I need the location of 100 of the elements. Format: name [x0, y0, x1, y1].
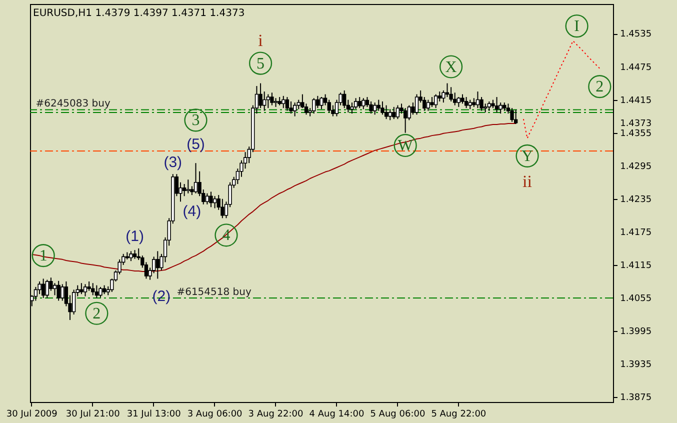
candlestick	[205, 192, 210, 205]
candlestick	[380, 100, 384, 116]
y-tick-label: 1.4355	[620, 128, 652, 139]
annotation: (3)	[164, 154, 182, 172]
y-tick-label: 1.4373	[620, 118, 652, 129]
candlestick	[388, 108, 392, 121]
x-tick-label: 30 Jul 2009	[6, 410, 58, 420]
candlestick	[91, 282, 95, 296]
y-tick-label: 1.4415	[620, 96, 652, 106]
annotation: i	[258, 30, 264, 50]
candlestick	[262, 91, 266, 112]
candlestick	[156, 250, 160, 280]
candlestick	[414, 94, 419, 116]
candlestick	[316, 95, 320, 109]
annotation: (4)	[182, 203, 202, 220]
candlestick	[60, 284, 64, 302]
candlestick	[98, 286, 102, 298]
candlestick	[285, 96, 290, 112]
annotation: 3	[192, 112, 200, 130]
x-tick-label: 3 Aug 06:00	[187, 410, 243, 420]
candlestick	[129, 250, 133, 262]
annotation: W	[398, 137, 414, 154]
annotation: 2	[92, 305, 101, 322]
candlestick	[514, 109, 518, 125]
y-tick-label: 1.4295	[620, 162, 652, 172]
candlestick	[510, 108, 514, 122]
candlestick	[487, 100, 491, 112]
candlestick	[182, 184, 186, 197]
candlestick	[449, 86, 453, 102]
candlestick	[94, 284, 99, 298]
candlestick	[45, 279, 49, 298]
candlestick	[80, 282, 84, 295]
candlestick	[194, 162, 198, 194]
annotation: (5)	[186, 136, 205, 154]
candlestick	[362, 98, 366, 110]
candlestick	[282, 95, 286, 109]
annotation: (1)	[126, 228, 144, 245]
candlestick	[266, 94, 270, 109]
candlestick	[83, 284, 88, 297]
candlestick	[209, 191, 213, 208]
candlestick	[369, 100, 373, 114]
candlestick	[373, 102, 377, 116]
y-tick-label: 1.3995	[620, 326, 652, 337]
y-tick-label: 1.4115	[620, 260, 652, 271]
candlestick	[42, 278, 46, 298]
x-tick-label: 5 Aug 06:00	[370, 410, 426, 420]
candlestick	[258, 82, 262, 109]
annotation: ii	[522, 172, 532, 191]
x-tick-label: 3 Aug 22:00	[248, 410, 304, 420]
candlestick	[289, 100, 293, 114]
candlestick	[434, 94, 438, 109]
candlestick	[456, 96, 461, 108]
candlestick	[464, 96, 468, 109]
candlestick	[404, 108, 408, 134]
candlestick	[396, 104, 400, 120]
annotation: I	[574, 18, 580, 36]
y-tick-label: 1.4535	[620, 30, 652, 40]
candlestick	[476, 91, 480, 109]
candlestick	[87, 280, 91, 292]
candlestick	[392, 106, 396, 120]
ref-line-label: #6154518 buy	[176, 286, 252, 298]
candlestick	[430, 96, 434, 108]
candlestick	[494, 96, 499, 113]
candlestick	[49, 277, 53, 292]
candlestick	[384, 104, 388, 120]
y-tick-label: 1.4475	[620, 62, 652, 73]
x-tick-label: 5 Aug 22:00	[431, 410, 486, 420]
candlestick	[293, 102, 297, 117]
candlestick	[354, 98, 358, 110]
candlestick	[426, 99, 430, 112]
candlestick	[212, 196, 217, 209]
annotation: 5	[256, 55, 265, 72]
candlestick	[438, 91, 442, 102]
y-tick-label: 1.4175	[620, 228, 652, 238]
candlestick	[186, 179, 190, 194]
chart-title: EURUSD,H1 1.4379 1.4397 1.4371 1.4373	[33, 8, 245, 19]
x-tick-label: 30 Jul 21:00	[66, 410, 120, 420]
y-tick-label: 1.4235	[620, 194, 652, 205]
annotation: 2	[596, 78, 604, 96]
candlestick	[358, 96, 362, 109]
candlestick	[342, 90, 346, 109]
x-tick-label: 31 Jul 13:00	[126, 410, 182, 420]
candlestick	[445, 82, 450, 98]
ref-line-label: #6245083 buy	[36, 98, 110, 110]
candlestick	[350, 102, 354, 114]
candlestick	[468, 99, 472, 110]
candlestick	[312, 98, 316, 114]
candlestick	[376, 99, 380, 112]
annotation: X	[445, 58, 458, 76]
annotation: Y	[521, 148, 534, 165]
y-tick-label: 1.4055	[620, 294, 652, 304]
candlestick	[460, 94, 464, 104]
candlestick	[56, 280, 60, 302]
y-tick-label: 1.3875	[620, 393, 652, 404]
candlestick	[270, 92, 274, 106]
x-tick-label: 4 Aug 14:00	[309, 410, 364, 420]
candlestick	[52, 282, 57, 296]
candlestick	[320, 96, 324, 110]
y-tick-label: 1.3935	[620, 360, 652, 370]
candlestick	[220, 198, 224, 219]
